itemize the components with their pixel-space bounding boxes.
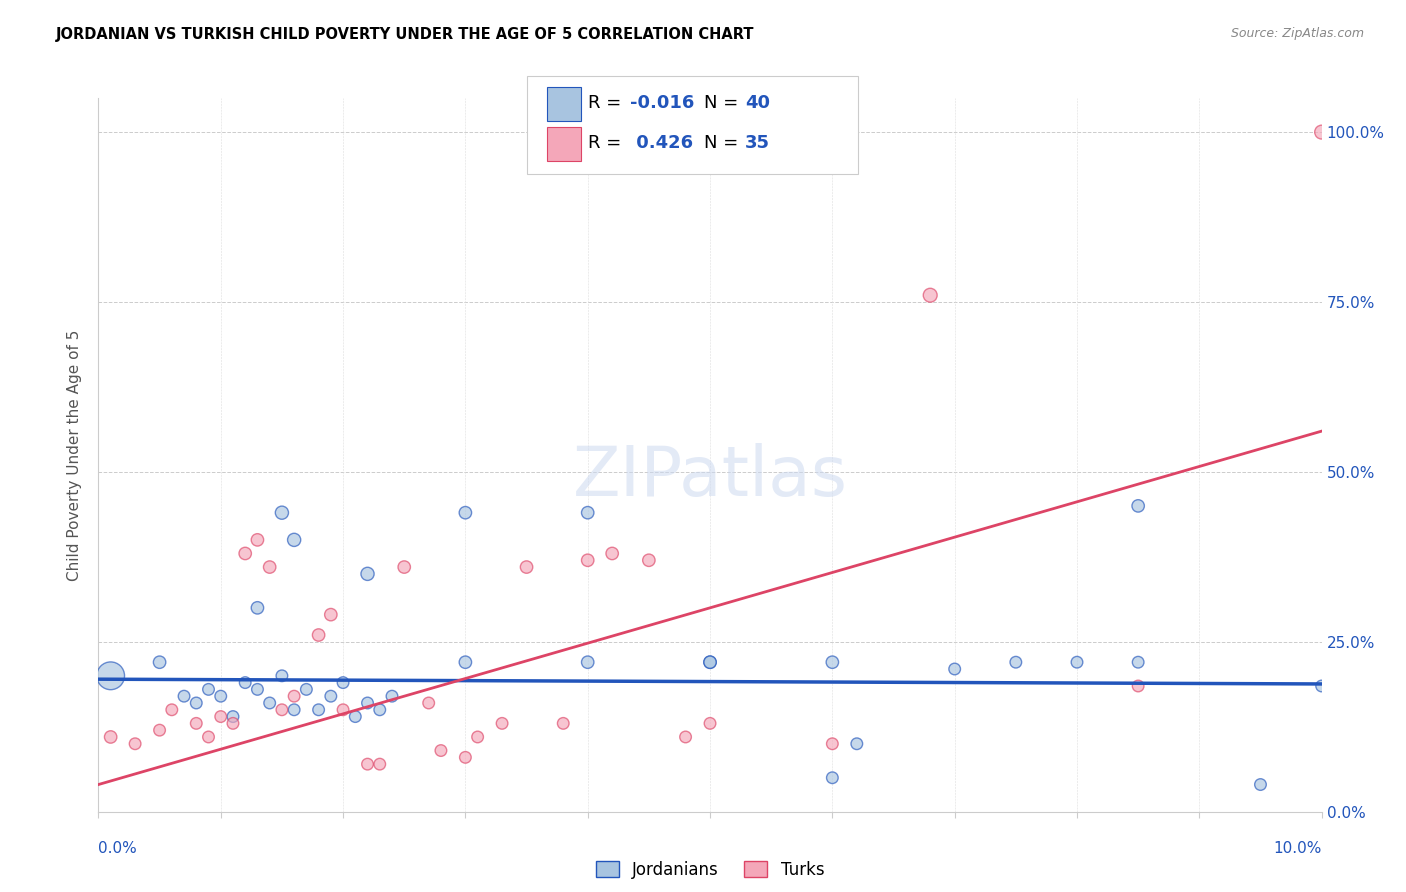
Point [356,566,378,581]
Point [418,696,440,710]
Point [356,696,378,710]
Point [308,703,330,717]
Text: ZIPatlas: ZIPatlas [572,442,848,510]
Point [186,696,208,710]
Point [186,716,208,731]
Point [308,628,330,642]
Point [516,560,538,574]
Point [233,675,256,690]
Point [149,655,172,669]
Point [259,560,281,574]
Point [368,757,391,772]
Point [295,682,318,697]
Point [259,696,281,710]
Point [222,716,245,731]
Text: R =: R = [588,134,627,152]
Point [270,506,292,520]
Point [392,560,416,574]
Point [454,506,477,520]
Point [576,553,599,567]
Point [553,716,575,731]
Point [600,546,623,560]
Point [100,730,122,744]
Point [943,662,966,676]
Point [246,533,269,547]
Point [491,716,513,731]
Point [209,689,232,703]
Point [1310,679,1333,693]
Point [821,655,844,669]
Point [283,533,305,547]
Point [845,737,868,751]
Point [100,669,122,683]
Text: 0.426: 0.426 [630,134,693,152]
Legend: Jordanians, Turks: Jordanians, Turks [589,855,831,886]
Point [246,682,269,697]
Y-axis label: Child Poverty Under the Age of 5: Child Poverty Under the Age of 5 [67,329,83,581]
Point [1310,125,1333,139]
Point [821,771,844,785]
Point [197,682,219,697]
Point [920,288,942,302]
Text: -0.016: -0.016 [630,94,695,112]
Point [454,655,477,669]
Point [332,703,354,717]
Text: N =: N = [704,94,744,112]
Point [637,553,661,567]
Point [381,689,404,703]
Point [699,655,721,669]
Point [821,737,844,751]
Point [246,600,269,615]
Point [675,730,697,744]
Point [209,709,232,723]
Text: 10.0%: 10.0% [1274,841,1322,856]
Text: N =: N = [704,134,744,152]
Point [1128,655,1150,669]
Text: Source: ZipAtlas.com: Source: ZipAtlas.com [1230,27,1364,40]
Point [197,730,219,744]
Text: 40: 40 [745,94,770,112]
Point [270,669,292,683]
Point [270,703,292,717]
Point [430,743,453,757]
Point [699,716,721,731]
Point [332,675,354,690]
Point [1128,679,1150,693]
Point [233,546,256,560]
Text: 0.0%: 0.0% [98,841,138,856]
Point [356,757,378,772]
Point [319,607,342,622]
Point [149,723,172,738]
Point [576,506,599,520]
Point [173,689,195,703]
Point [319,689,342,703]
Point [1128,499,1150,513]
Point [454,750,477,764]
Text: R =: R = [588,94,627,112]
Point [283,703,305,717]
Point [699,655,721,669]
Point [1066,655,1088,669]
Point [283,689,305,703]
Text: JORDANIAN VS TURKISH CHILD POVERTY UNDER THE AGE OF 5 CORRELATION CHART: JORDANIAN VS TURKISH CHILD POVERTY UNDER… [56,27,755,42]
Point [160,703,183,717]
Point [576,655,599,669]
Point [1004,655,1026,669]
Point [344,709,367,723]
Point [222,709,245,723]
Point [467,730,489,744]
Point [368,703,391,717]
Point [124,737,146,751]
Text: 35: 35 [745,134,770,152]
Point [1249,778,1271,792]
